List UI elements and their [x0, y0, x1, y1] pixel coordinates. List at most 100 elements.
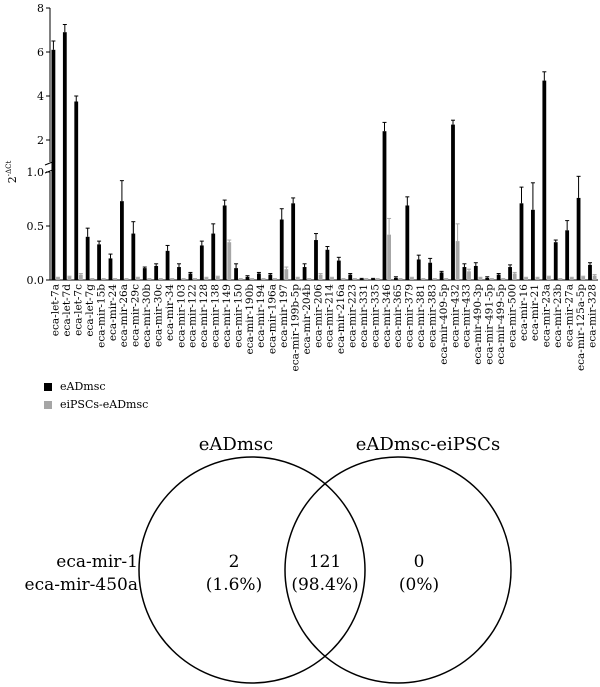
bar-eipscs-eadmsc — [101, 278, 106, 280]
x-tick-label: eca-mir-128 — [198, 284, 210, 348]
bar-eadmsc — [473, 265, 478, 280]
x-tick-label: eca-mir-383 — [426, 284, 438, 348]
bar-eipscs-eadmsc — [124, 278, 129, 280]
bar-eipscs-eadmsc — [352, 278, 357, 280]
bar-eipscs-eadmsc — [444, 278, 449, 280]
bar-eadmsc — [325, 249, 330, 280]
bar-eipscs-eadmsc — [341, 278, 346, 280]
x-tick-label: eca-mir-21 — [529, 284, 541, 341]
bar-eipscs-eadmsc — [398, 278, 403, 280]
bar-eipscs-eadmsc — [170, 278, 175, 280]
x-tick-label: eca-mir-196a — [267, 284, 279, 354]
bar-eipscs-eadmsc — [330, 277, 334, 280]
x-tick-label: eca-mir-16 — [518, 284, 530, 341]
x-tick-label: eca-mir-26a — [118, 284, 130, 347]
x-tick-label: eca-mir-206 — [312, 284, 324, 348]
bar-eipscs-eadmsc — [250, 278, 254, 280]
bar-eipscs-eadmsc — [90, 278, 95, 280]
bar-eadmsc — [553, 242, 558, 280]
venn-circle-eadmsc-eipscs — [284, 456, 512, 684]
bar-eadmsc — [485, 277, 490, 280]
bar-eadmsc — [405, 205, 410, 280]
bar-eadmsc — [131, 233, 136, 280]
bar-eipscs-eadmsc — [113, 278, 117, 280]
y-axis-label: 2-ΔCt — [5, 161, 19, 184]
bar-eadmsc — [257, 273, 261, 280]
bar-eipscs-eadmsc — [524, 277, 528, 280]
bar-eipscs-eadmsc — [238, 278, 243, 280]
bar-eipscs-eadmsc — [432, 278, 437, 280]
x-tick-label: eca-let-7d — [61, 284, 73, 337]
y-tick-label: 4 — [37, 90, 44, 103]
bar-eipscs-eadmsc — [535, 277, 540, 280]
bar-eadmsc — [199, 245, 204, 280]
x-tick-label: eca-mir-335 — [369, 284, 381, 348]
x-tick-label: eca-mir-491-5p — [484, 284, 496, 365]
x-tick-label: eca-mir-103 — [175, 284, 187, 348]
bar-eadmsc — [165, 250, 170, 280]
bar-eipscs-eadmsc — [67, 276, 72, 280]
venn-set-label-eadmsc-eipscs: eADmsc-eiPSCs — [356, 434, 500, 455]
bar-eipscs-eadmsc — [569, 277, 574, 280]
bar-eadmsc — [314, 240, 318, 280]
x-tick-label: eca-mir-432 — [449, 284, 461, 348]
x-tick-label: eca-mir-138 — [210, 284, 222, 348]
bar-eipscs-eadmsc — [375, 278, 380, 280]
y-axis-label-base: 2 — [6, 176, 19, 183]
bar-eadmsc — [245, 276, 250, 280]
x-tick-label: eca-mir-499-5p — [495, 284, 507, 365]
x-tick-label: eca-mir-24 — [107, 284, 119, 341]
legend-item-eipscs: eiPSCs-eADmsc — [44, 398, 148, 411]
x-tick-label: eca-mir-433 — [461, 284, 473, 348]
venn-circle-eadmsc — [138, 456, 366, 684]
bar-eadmsc — [508, 267, 512, 280]
bar-eadmsc — [62, 32, 67, 281]
bar-eipscs-eadmsc — [273, 278, 277, 280]
legend-label-eadmsc: eADmsc — [60, 380, 106, 393]
bar-eipscs-eadmsc — [136, 277, 140, 280]
bar-eadmsc — [188, 273, 193, 280]
x-tick-label: eca-mir-23b — [552, 284, 564, 348]
bar-eipscs-eadmsc — [501, 278, 506, 280]
y-tick-label: 2 — [37, 134, 44, 147]
x-tick-label: eca-mir-500 — [506, 284, 518, 348]
x-tick-label: eca-mir-346 — [381, 284, 393, 348]
x-tick-label: eca-let-7c — [73, 284, 85, 336]
bar-eadmsc — [85, 236, 90, 280]
bar-eipscs-eadmsc — [410, 277, 414, 280]
y-tick-label: 6 — [37, 46, 44, 59]
bar-eipscs-eadmsc — [158, 278, 163, 280]
bar-eipscs-eadmsc — [455, 241, 460, 280]
bar-eadmsc — [211, 233, 216, 280]
x-tick-label: eca-mir-125a-5p — [575, 284, 587, 371]
bar-eadmsc — [142, 268, 147, 280]
x-tick-label: eca-mir-331 — [358, 284, 370, 348]
bar-eadmsc — [291, 203, 296, 280]
bar-eipscs-eadmsc — [592, 275, 597, 280]
x-tick-label: eca-mir-365 — [392, 284, 404, 348]
bar-eipscs-eadmsc — [558, 278, 563, 280]
y-tick-label: 0.0 — [27, 274, 45, 287]
bar-eadmsc — [371, 278, 375, 280]
bar-eadmsc — [462, 267, 467, 280]
bar-eadmsc — [222, 205, 227, 280]
x-tick-label: eca-mir-34 — [164, 284, 176, 341]
y-tick-label: 1.0 — [27, 166, 45, 179]
bar-eadmsc — [97, 244, 101, 280]
bar-eadmsc — [234, 268, 238, 280]
bar-eadmsc — [154, 265, 159, 280]
bar-eipscs-eadmsc — [307, 278, 312, 280]
x-tick-label: eca-mir-150 — [232, 284, 244, 348]
x-tick-label: eca-mir-381 — [415, 284, 427, 348]
bar-eadmsc — [336, 260, 341, 280]
legend-swatch-eipscs — [44, 400, 52, 409]
venn-left-percent: (1.6%) — [206, 575, 262, 595]
x-tick-label: eca-let-7g — [84, 284, 96, 337]
x-tick-label: eca-mir-23a — [541, 284, 553, 347]
x-tick-label: eca-mir-409-5p — [438, 284, 450, 365]
bar-eadmsc — [120, 201, 124, 280]
bar-eadmsc — [51, 49, 56, 280]
bar-eadmsc — [451, 124, 455, 280]
x-tick-label: eca-mir-204b — [301, 284, 313, 355]
